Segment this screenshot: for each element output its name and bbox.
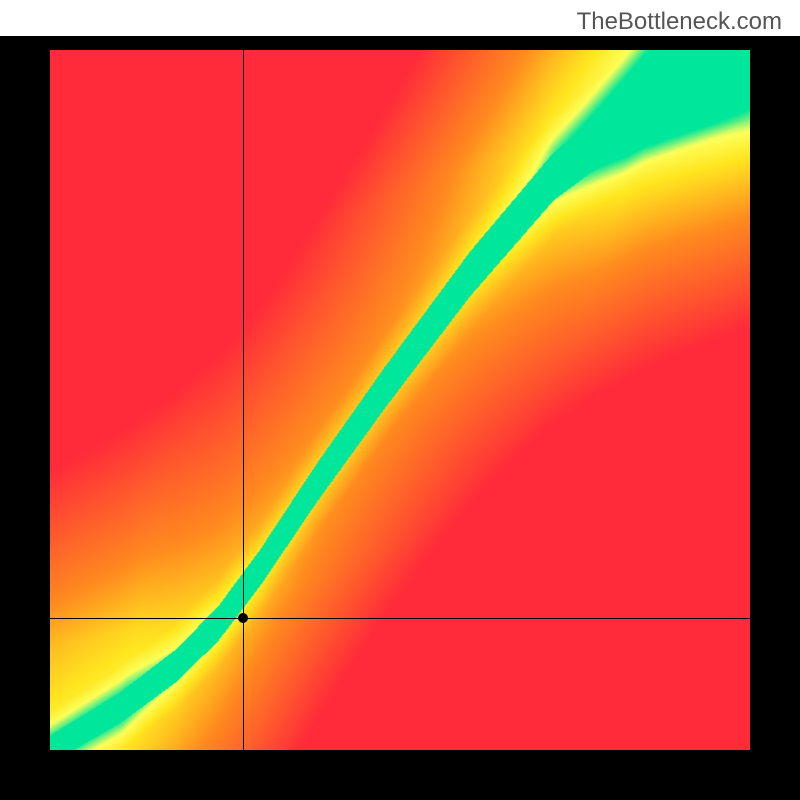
- heatmap-canvas: [50, 50, 750, 750]
- crosshair-vertical: [243, 50, 244, 750]
- crosshair-horizontal: [50, 618, 750, 619]
- plot-area: [50, 50, 750, 750]
- marker-dot: [238, 613, 248, 623]
- watermark-text: TheBottleneck.com: [577, 8, 782, 36]
- plot-frame: [0, 36, 800, 800]
